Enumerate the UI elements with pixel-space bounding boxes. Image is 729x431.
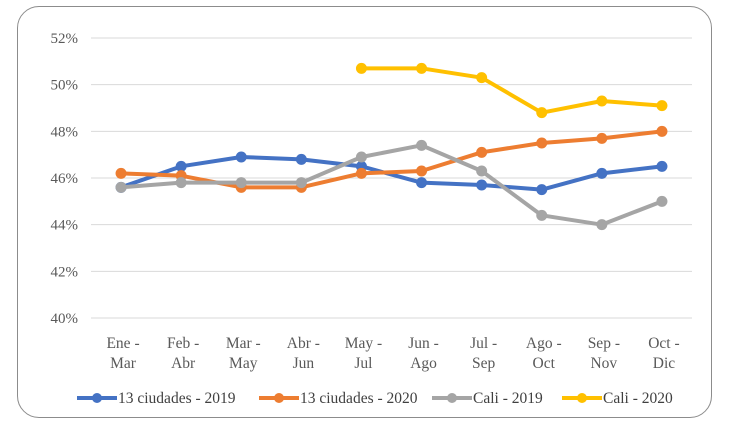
x-tick-label: Ago bbox=[410, 355, 437, 372]
data-point bbox=[416, 139, 428, 151]
data-point bbox=[596, 132, 608, 144]
legend: 13 ciudades - 2019 13 ciudades - 2020 Cali… bbox=[77, 390, 673, 407]
data-point bbox=[416, 62, 428, 74]
data-point bbox=[656, 195, 668, 207]
data-point bbox=[355, 62, 367, 74]
data-point bbox=[355, 167, 367, 179]
legend-item: 13 ciudades - 2020 bbox=[259, 390, 418, 407]
x-tick-label: May - bbox=[345, 335, 382, 352]
legend-point-marker bbox=[577, 393, 587, 403]
x-tick-label: Dic bbox=[653, 355, 676, 372]
y-tick-label: 52% bbox=[51, 31, 79, 47]
legend-point-marker bbox=[274, 393, 284, 403]
legend-point-marker bbox=[447, 393, 457, 403]
legend-item: 13 ciudades - 2019 bbox=[77, 390, 236, 407]
data-point bbox=[476, 165, 488, 177]
data-point bbox=[596, 95, 608, 107]
legend-label: Cali - 2019 bbox=[473, 390, 543, 407]
x-tick-label: Sep - bbox=[588, 335, 620, 352]
data-point bbox=[536, 184, 548, 196]
data-point bbox=[656, 125, 668, 137]
series-cali-2020 bbox=[355, 62, 668, 119]
x-axis-ticks: Ene - Mar Feb - Abr Mar - May Abr - Jun May - Jul… bbox=[106, 335, 679, 372]
y-tick-label: 46% bbox=[51, 171, 79, 187]
x-tick-label: Oct - bbox=[648, 335, 679, 352]
x-tick-label: Jun bbox=[293, 355, 315, 372]
data-point bbox=[476, 72, 488, 84]
data-point bbox=[235, 177, 247, 189]
data-point bbox=[235, 151, 247, 163]
data-point bbox=[536, 137, 548, 149]
x-tick-label: Jul - bbox=[470, 335, 497, 352]
data-point bbox=[175, 160, 187, 172]
data-point bbox=[115, 167, 127, 179]
data-point bbox=[656, 100, 668, 112]
y-tick-label: 44% bbox=[51, 218, 79, 234]
legend-label: 13 ciudades - 2020 bbox=[300, 390, 418, 407]
data-point bbox=[476, 146, 488, 158]
data-point bbox=[656, 160, 668, 172]
y-tick-label: 42% bbox=[51, 264, 79, 280]
series-line bbox=[119, 143, 664, 227]
data-point bbox=[416, 165, 428, 177]
data-point bbox=[175, 177, 187, 189]
series-line bbox=[119, 155, 664, 192]
x-tick-label: Jul bbox=[354, 355, 372, 372]
legend-label: Cali - 2020 bbox=[603, 390, 673, 407]
x-tick-label: Oct bbox=[533, 355, 556, 372]
data-point bbox=[476, 179, 488, 191]
legend-label: 13 ciudades - 2019 bbox=[118, 390, 236, 407]
data-point bbox=[295, 177, 307, 189]
series-line bbox=[359, 66, 664, 115]
x-tick-label: Sep bbox=[472, 355, 496, 372]
x-tick-label: Ene - bbox=[106, 335, 139, 352]
data-point bbox=[295, 153, 307, 165]
x-tick-label: Ago - bbox=[526, 335, 562, 352]
series-cali-2019 bbox=[115, 139, 668, 231]
data-point bbox=[115, 181, 127, 193]
x-tick-label: May bbox=[229, 355, 258, 372]
legend-item: Cali - 2019 bbox=[432, 390, 543, 407]
x-tick-label: Jun - bbox=[408, 335, 439, 352]
series-13-ciudades-2019 bbox=[115, 151, 668, 196]
series-group bbox=[115, 62, 668, 231]
x-tick-label: Abr bbox=[171, 355, 196, 372]
x-tick-label: Mar bbox=[110, 355, 137, 372]
legend-point-marker bbox=[92, 393, 102, 403]
data-point bbox=[355, 151, 367, 163]
x-tick-label: Feb - bbox=[167, 335, 199, 352]
y-tick-label: 50% bbox=[51, 78, 79, 94]
chart-frame bbox=[17, 6, 712, 418]
y-axis-ticks: 40% 42% 44% 46% 48% 50% 52% bbox=[51, 31, 79, 327]
data-point bbox=[536, 209, 548, 221]
data-point bbox=[596, 219, 608, 231]
x-tick-label: Mar - bbox=[226, 335, 261, 352]
x-tick-label: Abr - bbox=[287, 335, 320, 352]
data-point bbox=[596, 167, 608, 179]
data-point bbox=[416, 177, 428, 189]
x-tick-label: Nov bbox=[590, 355, 617, 372]
data-point bbox=[536, 107, 548, 119]
y-tick-label: 48% bbox=[51, 124, 79, 140]
y-tick-label: 40% bbox=[51, 311, 79, 327]
legend-item: Cali - 2020 bbox=[562, 390, 673, 407]
